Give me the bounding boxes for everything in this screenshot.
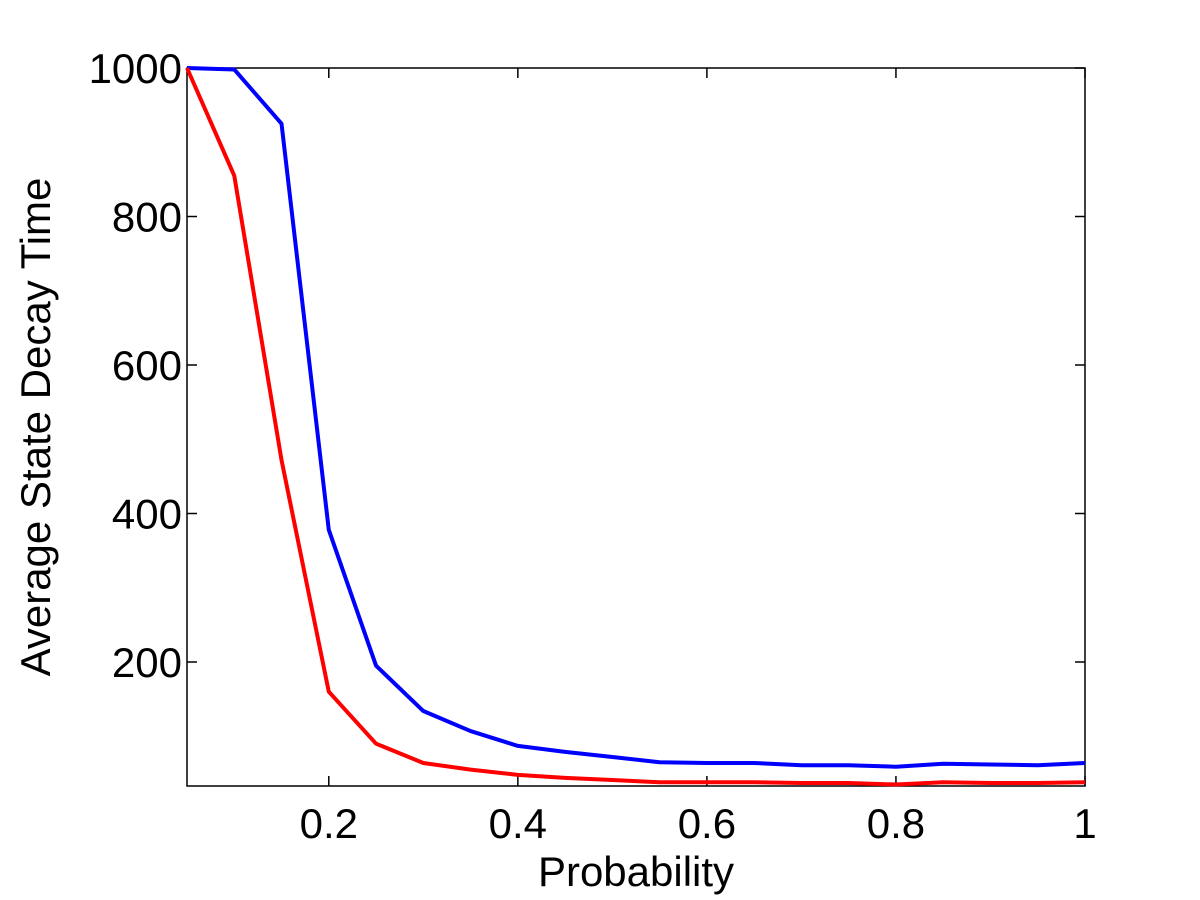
- plot-frame: [186, 67, 1086, 787]
- x-tick-label: 0.8: [867, 800, 925, 847]
- x-tick-label: 0.4: [489, 800, 547, 847]
- x-tick-label: 0.6: [678, 800, 736, 847]
- y-axis-label: Average State Decay Time: [12, 178, 59, 677]
- x-axis-label: Probability: [538, 848, 734, 895]
- data-line: [186, 66, 1086, 769]
- data-line: [185, 67, 1086, 787]
- y-tick-label: 400: [112, 491, 182, 538]
- y-tick-label: 800: [112, 194, 182, 241]
- x-tick-label: 0.2: [300, 800, 358, 847]
- y-tick-label: 600: [112, 342, 182, 389]
- y-tick-label: 1000: [89, 45, 182, 92]
- y-tick-label: 200: [112, 639, 182, 686]
- x-tick-label: 1: [1073, 800, 1096, 847]
